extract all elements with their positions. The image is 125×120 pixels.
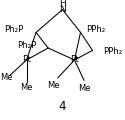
Text: Pt: Pt <box>22 55 31 65</box>
Text: Me: Me <box>20 83 33 92</box>
Text: 4: 4 <box>59 100 66 113</box>
Text: PPh₂: PPh₂ <box>103 47 122 56</box>
Text: PPh₂: PPh₂ <box>86 26 106 35</box>
Text: Ph₂P: Ph₂P <box>17 41 36 50</box>
Text: Me: Me <box>0 73 12 82</box>
Text: Pt: Pt <box>70 55 79 65</box>
Text: N: N <box>59 5 66 14</box>
Text: Ph₂P: Ph₂P <box>4 26 23 35</box>
Text: Me: Me <box>47 81 59 90</box>
Text: Me: Me <box>78 84 90 93</box>
Text: H: H <box>59 0 66 7</box>
